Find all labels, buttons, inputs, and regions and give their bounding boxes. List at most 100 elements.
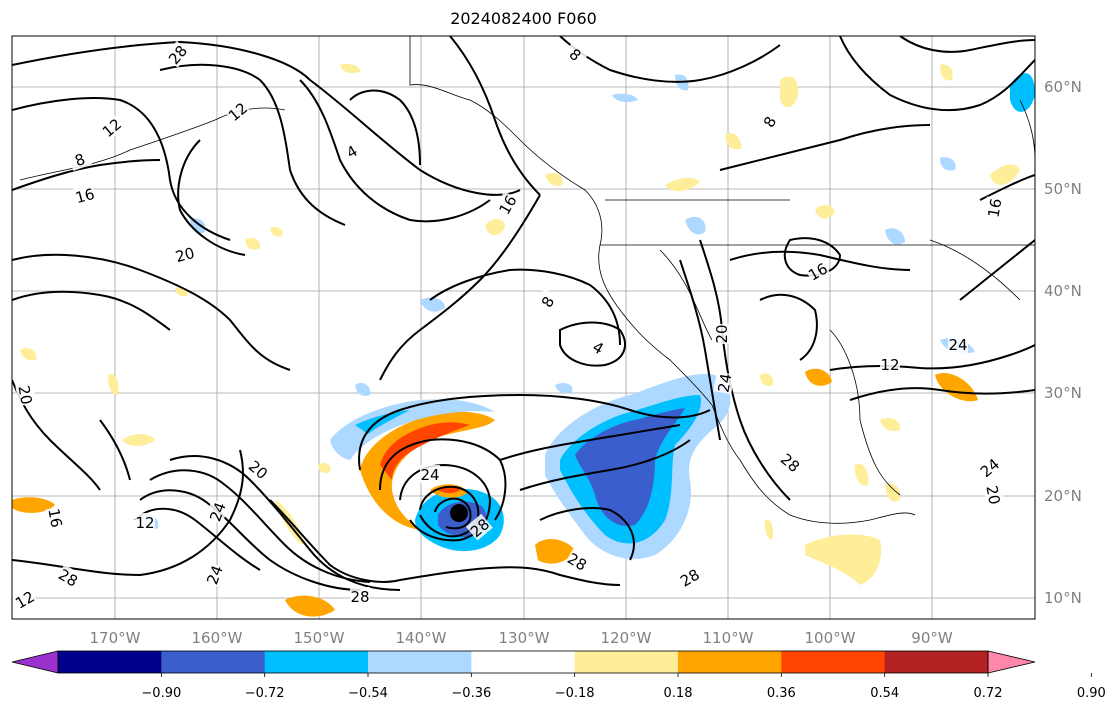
colorbar-tick-label: −0.36	[451, 686, 491, 701]
colorbar-tick-label: 0.36	[767, 686, 796, 701]
contour-label: 16	[983, 196, 1006, 220]
svg-text:20: 20	[14, 384, 35, 406]
shade-positive-light	[725, 133, 742, 150]
contour-label: 24	[202, 562, 227, 588]
shade-negative	[355, 410, 410, 434]
shade-positive-light	[815, 204, 835, 219]
longitude-label: 100°W	[805, 629, 856, 647]
colorbar-tick-label: −0.18	[555, 686, 595, 701]
shade-positive	[360, 411, 495, 530]
contour-label: 8	[756, 108, 782, 135]
shade-positive-light	[545, 173, 563, 186]
shade-positive	[935, 372, 978, 402]
colorbar-segment	[161, 651, 266, 673]
shade-negative-light	[420, 297, 445, 312]
shade-negative-light	[355, 383, 371, 396]
colorbar-tick-label: 0.90	[1077, 686, 1105, 701]
svg-text:24: 24	[203, 563, 226, 587]
contour-label: 8	[534, 288, 560, 315]
shade-positive-light	[805, 534, 882, 585]
colorbar-extend-min	[11, 650, 59, 674]
colorbar-segment	[574, 651, 679, 673]
shade-positive-light	[665, 178, 700, 192]
contour-label: 4	[585, 334, 612, 360]
shade-positive-light	[122, 434, 155, 446]
latitude-label: 60°N	[1044, 78, 1082, 96]
shade-positive-light	[854, 463, 869, 486]
map-content: 1281620201612282420241284168428282824282…	[12, 36, 1035, 619]
colorbar-tick-label: 0.54	[870, 686, 899, 701]
longitude-label: 150°W	[294, 629, 345, 647]
shade-positive-light	[245, 237, 261, 250]
colorbar-tick-label: 0.72	[974, 686, 1003, 701]
latitude-labels: 60°N 50°N 40°N 30°N 20°N 10°N	[1044, 78, 1082, 607]
contour-label: 20	[14, 383, 37, 407]
colorbar-frame	[57, 650, 989, 674]
colorbar-segment	[264, 651, 369, 673]
contour-label: 4	[338, 138, 365, 164]
shade-negative-light	[885, 228, 905, 245]
colorbar-extend-max	[987, 650, 1036, 674]
colorbar-segment	[58, 651, 162, 673]
contour-label: 24	[420, 465, 440, 484]
shade-positive-light	[108, 373, 119, 396]
colorbar: −0.90 −0.72 −0.54 −0.36 −0.18 0.18 0.36 0.54 0.7…	[11, 650, 1105, 701]
shade-strong-positive	[380, 422, 470, 480]
shade-positive-light	[940, 64, 953, 81]
shade-negative-light	[190, 218, 206, 234]
contour-label: 16	[44, 506, 67, 530]
svg-text:28: 28	[350, 588, 369, 606]
longitude-label: 110°W	[703, 629, 754, 647]
coastlines	[19, 36, 1035, 524]
svg-text:12: 12	[880, 356, 899, 374]
shade-positive-light	[270, 227, 283, 237]
shade-positive-light	[885, 483, 901, 502]
colorbar-tick-label: −0.90	[141, 686, 181, 701]
svg-text:20: 20	[982, 484, 1003, 506]
latitude-label: 10°N	[1044, 589, 1082, 607]
contour-label: 16	[72, 183, 97, 207]
anomaly-shading	[12, 63, 1035, 617]
shade-positive-light	[760, 373, 774, 386]
contour-label: 8	[67, 147, 93, 171]
colorbar-tick-label: 0.18	[664, 686, 693, 701]
shade-positive-light	[764, 519, 774, 540]
shade-positive-light	[485, 218, 505, 236]
longitude-label: 170°W	[90, 629, 141, 647]
svg-text:16: 16	[984, 197, 1005, 219]
svg-text:16: 16	[73, 185, 96, 207]
contour-labels: 1281620201612282420241284168428282824282…	[12, 40, 1006, 613]
contour-label: 20	[982, 483, 1005, 507]
shade-positive-light	[780, 76, 799, 108]
shade-positive-light	[990, 164, 1020, 185]
latitude-label: 20°N	[1044, 487, 1082, 505]
shade-positive-light	[340, 63, 360, 74]
cyclone-center	[450, 504, 468, 522]
contour-label: 20	[712, 324, 731, 344]
colorbar-segment	[884, 651, 989, 673]
contour-label: 12	[135, 513, 155, 532]
longitude-label: 90°W	[911, 629, 953, 647]
longitude-label: 130°W	[499, 629, 550, 647]
contour-label: 24	[205, 499, 230, 525]
latitude-label: 30°N	[1044, 384, 1082, 402]
contour-label: 8	[562, 40, 590, 68]
longitude-label: 140°W	[396, 629, 447, 647]
longitude-label: 160°W	[192, 629, 243, 647]
longitude-labels: 170°W 160°W 150°W 140°W 130°W 120°W 110°W 100°W…	[90, 629, 953, 647]
svg-text:24: 24	[948, 336, 967, 354]
shade-positive-light	[20, 348, 37, 361]
shade-positive-light	[318, 462, 331, 474]
colorbar-tick-label: −0.72	[245, 686, 285, 701]
shade-negative-light	[555, 382, 573, 394]
contour-label: 12	[880, 355, 900, 374]
svg-text:24: 24	[714, 372, 735, 394]
svg-text:16: 16	[44, 507, 65, 529]
contour-label: 24	[948, 335, 968, 354]
shade-positive-light	[880, 418, 901, 432]
svg-text:24: 24	[420, 466, 439, 484]
svg-text:20: 20	[173, 244, 196, 266]
shade-negative-light	[612, 93, 638, 103]
shade-positive	[805, 368, 832, 386]
